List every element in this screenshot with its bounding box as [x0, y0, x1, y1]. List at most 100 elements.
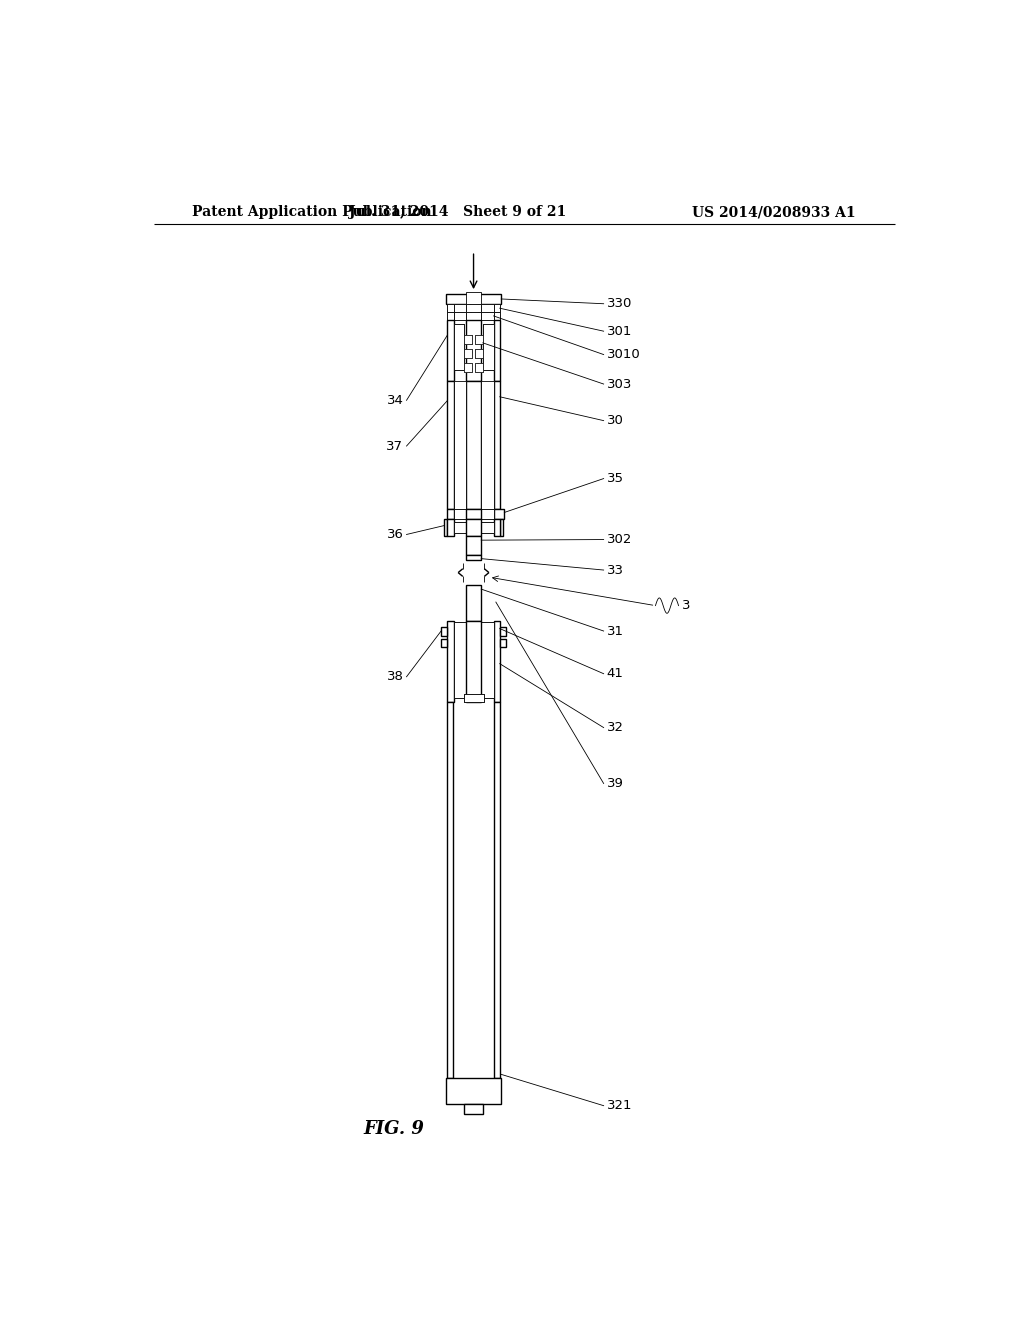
- Polygon shape: [447, 319, 454, 381]
- Polygon shape: [481, 523, 494, 533]
- Text: FIG. 9: FIG. 9: [364, 1121, 424, 1138]
- Polygon shape: [466, 292, 481, 306]
- Polygon shape: [464, 335, 472, 345]
- Polygon shape: [466, 585, 481, 620]
- Polygon shape: [447, 702, 453, 1078]
- Polygon shape: [464, 1104, 482, 1114]
- Polygon shape: [464, 694, 483, 702]
- Polygon shape: [494, 620, 500, 702]
- Polygon shape: [447, 519, 454, 536]
- Polygon shape: [494, 312, 500, 319]
- Polygon shape: [454, 312, 466, 319]
- Text: 302: 302: [607, 533, 632, 546]
- Polygon shape: [500, 639, 506, 647]
- Polygon shape: [447, 305, 454, 312]
- Text: 39: 39: [607, 777, 624, 789]
- Polygon shape: [464, 348, 472, 358]
- Text: Jul. 31, 2014   Sheet 9 of 21: Jul. 31, 2014 Sheet 9 of 21: [349, 206, 566, 219]
- Polygon shape: [475, 335, 482, 345]
- Polygon shape: [494, 381, 500, 508]
- Polygon shape: [475, 363, 482, 372]
- Text: 34: 34: [387, 393, 403, 407]
- Polygon shape: [447, 620, 454, 702]
- Polygon shape: [441, 639, 447, 647]
- Polygon shape: [447, 702, 453, 1078]
- Polygon shape: [475, 363, 482, 372]
- Text: US 2014/0208933 A1: US 2014/0208933 A1: [692, 206, 856, 219]
- Polygon shape: [494, 519, 500, 536]
- Polygon shape: [466, 536, 481, 554]
- Polygon shape: [464, 363, 472, 372]
- Polygon shape: [481, 312, 494, 319]
- Polygon shape: [445, 293, 502, 305]
- Polygon shape: [447, 319, 454, 381]
- Polygon shape: [494, 319, 500, 381]
- Polygon shape: [454, 508, 466, 519]
- Polygon shape: [494, 312, 500, 319]
- Polygon shape: [444, 519, 447, 536]
- Polygon shape: [466, 381, 481, 508]
- Polygon shape: [466, 312, 481, 319]
- Text: 3: 3: [682, 599, 690, 612]
- Polygon shape: [466, 536, 481, 554]
- Polygon shape: [500, 627, 506, 636]
- Polygon shape: [447, 508, 454, 519]
- Polygon shape: [466, 319, 481, 381]
- Text: 31: 31: [607, 624, 624, 638]
- Polygon shape: [481, 312, 494, 319]
- Polygon shape: [466, 519, 481, 536]
- Text: 38: 38: [387, 671, 403, 684]
- Polygon shape: [475, 348, 482, 358]
- Text: 3010: 3010: [607, 348, 640, 362]
- Polygon shape: [447, 508, 454, 519]
- Polygon shape: [482, 323, 494, 370]
- Polygon shape: [466, 554, 481, 560]
- Polygon shape: [466, 508, 481, 519]
- Polygon shape: [454, 623, 466, 698]
- Polygon shape: [494, 508, 505, 519]
- Polygon shape: [481, 305, 494, 312]
- Polygon shape: [494, 381, 500, 508]
- Polygon shape: [447, 381, 454, 508]
- Polygon shape: [481, 623, 494, 698]
- Text: 30: 30: [607, 414, 624, 428]
- Polygon shape: [481, 508, 494, 519]
- Polygon shape: [445, 1078, 502, 1104]
- Polygon shape: [500, 627, 506, 636]
- Polygon shape: [464, 363, 472, 372]
- Polygon shape: [441, 627, 447, 636]
- Polygon shape: [441, 627, 447, 636]
- Polygon shape: [454, 323, 464, 370]
- Polygon shape: [454, 623, 466, 698]
- Text: 33: 33: [607, 564, 624, 577]
- Polygon shape: [444, 519, 447, 536]
- Polygon shape: [466, 381, 481, 508]
- Polygon shape: [464, 694, 483, 702]
- Text: 330: 330: [607, 297, 632, 310]
- Polygon shape: [466, 305, 481, 312]
- Polygon shape: [494, 519, 500, 536]
- Polygon shape: [454, 305, 466, 312]
- Polygon shape: [481, 381, 494, 508]
- Polygon shape: [475, 335, 482, 345]
- Text: 41: 41: [607, 667, 624, 680]
- Polygon shape: [454, 523, 466, 533]
- Polygon shape: [466, 519, 481, 536]
- Polygon shape: [500, 519, 503, 536]
- Polygon shape: [454, 323, 464, 370]
- Polygon shape: [466, 508, 481, 519]
- Polygon shape: [441, 639, 447, 647]
- Polygon shape: [445, 1078, 502, 1104]
- Polygon shape: [454, 305, 466, 312]
- Polygon shape: [466, 305, 481, 312]
- Polygon shape: [481, 508, 494, 519]
- Polygon shape: [494, 319, 500, 381]
- Polygon shape: [464, 1104, 482, 1114]
- Polygon shape: [447, 312, 454, 319]
- Polygon shape: [447, 312, 454, 319]
- Polygon shape: [454, 312, 466, 319]
- Polygon shape: [466, 554, 481, 560]
- Polygon shape: [466, 620, 481, 702]
- Polygon shape: [464, 335, 472, 345]
- Polygon shape: [447, 620, 454, 702]
